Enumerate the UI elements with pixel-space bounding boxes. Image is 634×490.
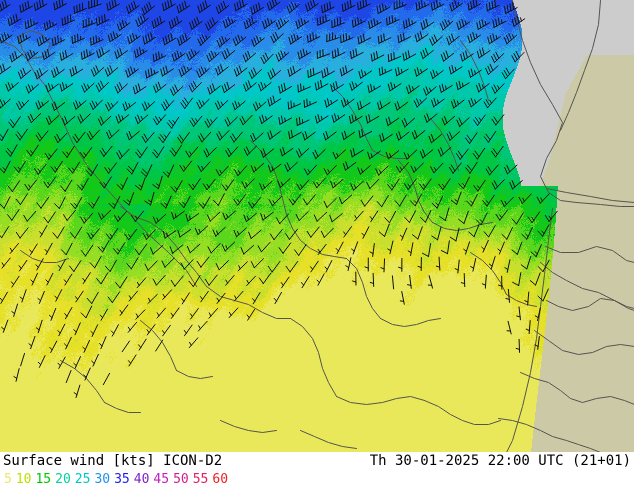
surface-wind-map[interactable] [0, 0, 634, 452]
legend-tick-60: 60 [212, 472, 229, 487]
legend-tick-20: 20 [55, 472, 71, 487]
legend-tick-10: 10 [15, 472, 32, 487]
legend-tick-45: 45 [153, 472, 170, 487]
legend-tick-55: 55 [192, 472, 209, 487]
footer-title-row: Surface wind [kts] ICON-D2 Th 30-01-2025… [0, 452, 634, 472]
legend-tick-5: 5 [4, 472, 12, 487]
legend-tick-15: 15 [35, 472, 52, 487]
wind-speed-legend: 5 10 15 20 25 30 35 40 45 50 55 60 [4, 472, 232, 488]
legend-tick-25: 25 [74, 472, 91, 487]
map-footer: Surface wind [kts] ICON-D2 Th 30-01-2025… [0, 452, 634, 490]
map-canvas[interactable] [0, 0, 634, 452]
forecast-datetime: Th 30-01-2025 22:00 UTC (21+01) [369, 453, 631, 469]
legend-tick-40: 40 [133, 472, 150, 487]
legend-tick-30: 30 [94, 472, 111, 487]
legend-tick-35: 35 [114, 472, 130, 487]
page-title: Surface wind [kts] ICON-D2 [3, 453, 223, 469]
legend-tick-50: 50 [173, 472, 189, 487]
